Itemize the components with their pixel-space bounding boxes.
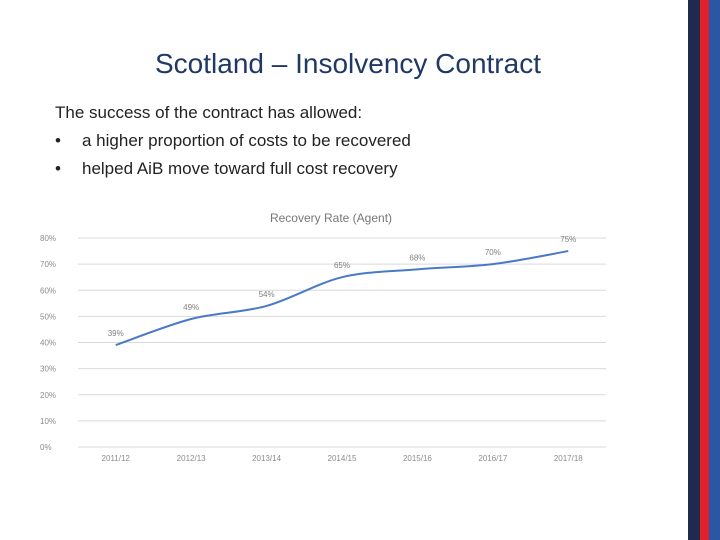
data-label: 75%: [560, 235, 576, 244]
data-label: 54%: [259, 290, 275, 299]
y-tick-label: 70%: [40, 260, 56, 269]
series-line-layer: [115, 250, 569, 347]
data-label: 65%: [334, 261, 350, 270]
bullet-text: helped AiB move toward full cost recover…: [82, 159, 398, 178]
y-tick-label: 40%: [40, 339, 56, 348]
bullet-item: • a higher proportion of costs to be rec…: [55, 127, 655, 155]
y-tick-label: 50%: [40, 312, 56, 321]
y-axis-ticks: 0% 10% 20% 30% 40% 50% 60% 70% 80%: [40, 234, 56, 452]
data-label: 68%: [409, 253, 425, 262]
x-tick-label: 2013/14: [252, 454, 281, 463]
x-tick-label: 2016/17: [478, 454, 507, 463]
x-tick-label: 2011/12: [102, 454, 131, 463]
intro-block: The success of the contract has allowed:…: [55, 99, 655, 183]
slide-title: Scotland – Insolvency Contract: [155, 48, 541, 79]
bullet-text: a higher proportion of costs to be recov…: [82, 131, 411, 150]
side-stripe-red: [700, 0, 709, 540]
data-label: 39%: [108, 329, 124, 338]
side-stripe-blue: [709, 0, 720, 540]
chart-gridlines: [78, 237, 606, 448]
bullet-marker: •: [55, 159, 61, 178]
y-tick-label: 60%: [40, 286, 56, 295]
y-tick-label: 30%: [40, 365, 56, 374]
y-tick-label: 10%: [40, 417, 56, 426]
intro-text: The success of the contract has allowed:: [55, 103, 363, 122]
bullet-item: • helped AiB move toward full cost recov…: [55, 155, 655, 183]
bullet-marker: •: [55, 131, 61, 150]
side-stripe-navy: [688, 0, 700, 540]
y-tick-label: 80%: [40, 234, 56, 243]
series-line: [115, 250, 569, 347]
y-tick-label: 20%: [40, 391, 56, 400]
x-tick-label: 2015/16: [403, 454, 432, 463]
x-tick-label: 2017/18: [554, 454, 583, 463]
data-label: 49%: [183, 303, 199, 312]
data-label-layer: 39% 49% 54% 65% 68% 70% 75%: [108, 235, 577, 338]
decorative-side-bar: [688, 0, 720, 540]
recovery-rate-chart: Recovery Rate (Agent) 0% 10% 20% 30% 40% 50% 6…: [40, 211, 606, 463]
chart-title: Recovery Rate (Agent): [270, 211, 392, 225]
y-tick-label: 0%: [40, 443, 52, 452]
x-tick-label: 2012/13: [177, 454, 206, 463]
x-tick-label: 2014/15: [328, 454, 357, 463]
x-axis-ticks: 2011/12 2012/13 2013/14 2014/15 2015/16 2016/…: [102, 454, 584, 463]
data-label: 70%: [485, 248, 501, 257]
